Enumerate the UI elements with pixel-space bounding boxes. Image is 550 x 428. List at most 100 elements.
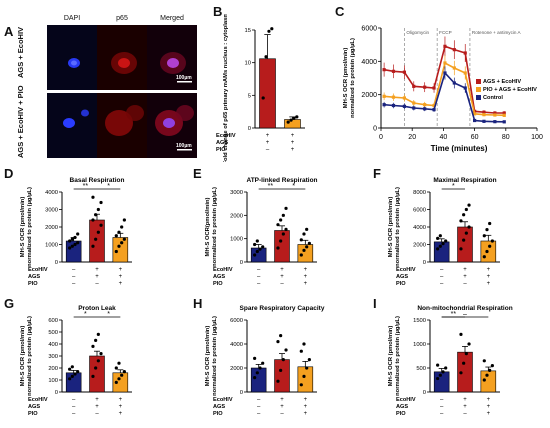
chart-i-point bbox=[467, 342, 471, 346]
chart-g-point bbox=[96, 332, 100, 336]
chart-h-point bbox=[307, 358, 311, 362]
chart-i-point bbox=[444, 366, 448, 370]
micrograph-merged-pio: 100µm bbox=[147, 93, 197, 158]
chart-b-condition-sign: + bbox=[266, 133, 270, 139]
chart-f-y-tick-label: 0 bbox=[423, 260, 426, 266]
chart-i-bar-3 bbox=[480, 370, 497, 393]
chart-d-point bbox=[76, 241, 80, 245]
chart-h-y-axis-label-line-1: MH-S OCR (pmol/min) bbox=[205, 326, 211, 387]
chart-g-condition-sign: – bbox=[72, 411, 76, 417]
chart-c-point bbox=[391, 69, 396, 73]
row-label-ags-ecohiv-pio: AGS + EcoHIV + PIO bbox=[16, 85, 25, 158]
chart-e-condition-label-pio: PIO bbox=[213, 281, 223, 287]
chart-e-atp-linked-respiration: ATP-linked Respiration 0 1000 2000 3000 MH-S … bbox=[205, 177, 318, 287]
chart-d-point bbox=[120, 241, 124, 245]
chart-h-condition-sign: – bbox=[280, 411, 284, 417]
chart-g-condition-label-pio: PIO bbox=[28, 411, 38, 417]
chart-c-point bbox=[432, 103, 436, 108]
chart-f-point bbox=[459, 219, 463, 223]
panel-letter-c: C bbox=[335, 4, 345, 19]
row-label-ags-ecohiv: AGS + EcoHIV bbox=[16, 26, 25, 78]
chart-f-point bbox=[467, 203, 471, 207]
chart-d-point bbox=[114, 249, 118, 254]
chart-d-condition-label-ags: AGS bbox=[28, 274, 40, 280]
chart-c-x-tick-label: 40 bbox=[440, 134, 448, 141]
chart-b-y-axis-label-line-1: Fold change of p65 primary mAMs nucleus … bbox=[223, 14, 229, 162]
chart-d-point bbox=[117, 230, 121, 234]
chart-c-point bbox=[382, 68, 386, 72]
chart-c-legend-label-3: Control bbox=[483, 95, 503, 101]
chart-c-point bbox=[382, 103, 386, 107]
chart-c-point bbox=[493, 113, 497, 117]
chart-g-y-tick-label: 0 bbox=[55, 390, 58, 396]
micrograph-merged-ags-ecohiv: 100µm bbox=[147, 25, 197, 90]
chart-g-title: Proton Leak bbox=[78, 305, 116, 312]
chart-f-point bbox=[488, 244, 492, 248]
chart-e-y-axis-label-line-1: MH-S OCR(pmol/min) bbox=[205, 197, 211, 256]
chart-c-point bbox=[402, 70, 406, 74]
chart-e-y-axis-label-line-2: normalized to protein (µg/µL) bbox=[212, 187, 218, 267]
chart-c-point bbox=[463, 86, 467, 90]
chart-i-y-tick-label: 0 bbox=[423, 390, 426, 396]
chart-c-point bbox=[502, 120, 506, 124]
chart-e-condition-sign: + bbox=[280, 274, 284, 280]
chart-d-point bbox=[91, 218, 95, 222]
chart-f-point bbox=[441, 242, 445, 246]
chart-d-condition-sign: – bbox=[72, 281, 76, 287]
chart-g-point bbox=[120, 373, 124, 377]
chart-g-y-tick-label: 200 bbox=[48, 366, 58, 372]
chart-i-point bbox=[485, 373, 489, 377]
chart-b-point bbox=[292, 116, 296, 120]
chart-c-y-tick-label: 2000 bbox=[361, 92, 377, 99]
chart-b-point bbox=[270, 27, 274, 31]
scale-bar-label-bottom: 100µm bbox=[176, 143, 192, 149]
chart-h-spare-respiratory-capacity: Spare Respiratory Capacity 0 2000 4000 6000 M… bbox=[205, 305, 325, 417]
chart-h-condition-sign: + bbox=[304, 397, 308, 403]
chart-e-point bbox=[299, 253, 303, 257]
chart-h-title: Spare Respiratory Capacity bbox=[240, 305, 325, 312]
chart-c-point bbox=[432, 86, 436, 90]
chart-f-point bbox=[467, 225, 471, 229]
chart-g-y-axis-label-line-2: normalized to protein (µg/µL) bbox=[27, 316, 33, 396]
column-title-dapi: DAPI bbox=[63, 15, 81, 22]
chart-d-bar-3 bbox=[112, 237, 129, 263]
chart-h-point bbox=[276, 379, 280, 383]
chart-b-condition-sign: + bbox=[291, 133, 295, 139]
chart-e-bar-2 bbox=[274, 230, 290, 263]
chart-c-legend-swatch-3 bbox=[476, 95, 481, 100]
chart-i-condition-sign: + bbox=[487, 397, 491, 403]
chart-f-point bbox=[464, 231, 468, 235]
chart-g-point bbox=[68, 367, 72, 371]
chart-f-title: Maximal Respiration bbox=[433, 177, 496, 184]
chart-f-y-axis-label-line-1: MH-S OCR (pmol/min) bbox=[388, 197, 394, 258]
chart-e-y-tick-label: 3000 bbox=[230, 190, 243, 196]
chart-g-y-tick-label: 500 bbox=[48, 330, 58, 336]
chart-b-y-tick-label: 0 bbox=[248, 126, 251, 132]
chart-b-y-tick-label: 5 bbox=[248, 93, 251, 99]
chart-c-legend-label-2: PIO + AGS + EcoHIV bbox=[483, 87, 537, 93]
chart-i-condition-sign: + bbox=[487, 411, 491, 417]
chart-e-condition-sign: – bbox=[257, 281, 261, 287]
chart-d-condition-sign: + bbox=[95, 274, 99, 280]
chart-f-point bbox=[436, 236, 440, 240]
chart-e-point bbox=[261, 245, 265, 249]
chart-c-ocr-timecourse: 0 2000 4000 6000 0 20 40 60 80 100 Time (minutes) M… bbox=[343, 26, 543, 154]
chart-g-point bbox=[117, 361, 121, 365]
chart-d-title: Basal Respiration bbox=[70, 177, 125, 184]
chart-h-point bbox=[258, 366, 262, 370]
chart-f-point bbox=[436, 247, 440, 251]
chart-e-condition-sign: + bbox=[304, 274, 308, 280]
chart-c-x-tick-label: 20 bbox=[408, 134, 416, 141]
chart-b-condition-sign: – bbox=[266, 147, 270, 153]
chart-h-condition-sign: – bbox=[257, 404, 261, 410]
chart-d-point bbox=[96, 207, 100, 212]
chart-e-sig-label: ** bbox=[268, 183, 274, 190]
chart-d-y-tick-label: 0 bbox=[55, 260, 58, 266]
chart-h-point bbox=[276, 340, 280, 344]
chart-h-point bbox=[284, 348, 288, 352]
chart-c-x-tick-label: 100 bbox=[531, 134, 543, 141]
chart-c-y-tick-label: 0 bbox=[373, 126, 377, 133]
chart-i-condition-sign: + bbox=[463, 404, 467, 410]
chart-c-point bbox=[423, 107, 427, 111]
chart-h-bar-2 bbox=[274, 359, 290, 393]
